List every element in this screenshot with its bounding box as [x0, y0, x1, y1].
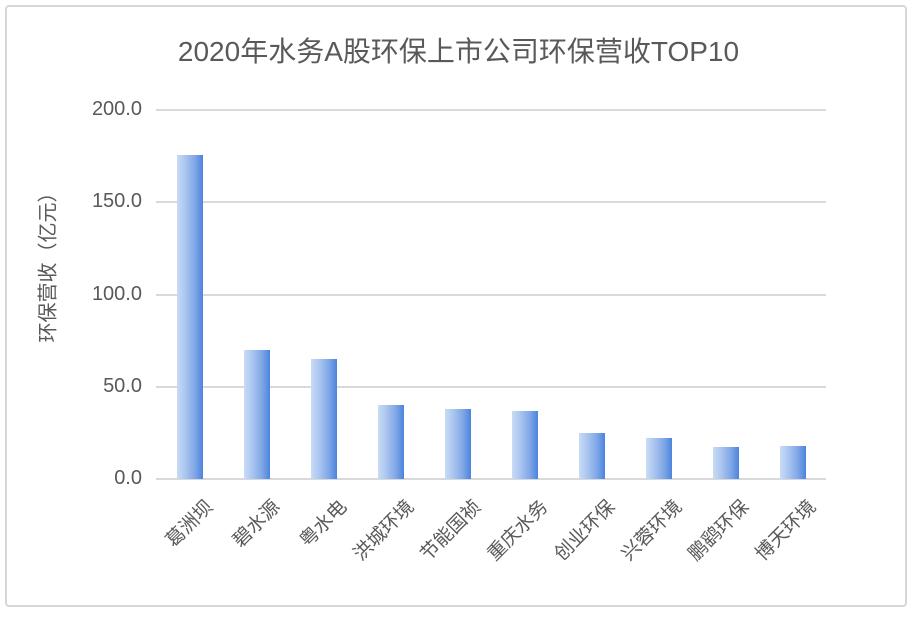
- gridline: [156, 201, 826, 204]
- chart-title: 2020年水务A股环保上市公司环保营收TOP10: [177, 36, 740, 67]
- gridline: [156, 109, 826, 111]
- gridline: [156, 385, 826, 388]
- bar: [244, 350, 270, 479]
- y-tick-label: 150.0: [91, 190, 142, 213]
- bar: [713, 447, 739, 479]
- bar: [177, 155, 203, 479]
- y-tick-label: 0.0: [114, 467, 142, 489]
- bar: [378, 405, 404, 479]
- y-tick-label: 200.0: [91, 98, 142, 120]
- plot-area: [156, 109, 826, 480]
- gridline: [156, 478, 826, 480]
- bar: [579, 433, 605, 479]
- bar: [445, 409, 471, 479]
- y-tick-label: 100.0: [91, 282, 142, 305]
- bar: [311, 359, 337, 479]
- chart-frame-border: [5, 5, 907, 607]
- y-axis-title: 环保营收（亿元）: [37, 182, 60, 343]
- gridline: [156, 293, 826, 296]
- bar: [512, 411, 538, 479]
- y-tick-label: 50.0: [103, 374, 142, 397]
- bar: [780, 446, 806, 479]
- bar: [646, 438, 672, 479]
